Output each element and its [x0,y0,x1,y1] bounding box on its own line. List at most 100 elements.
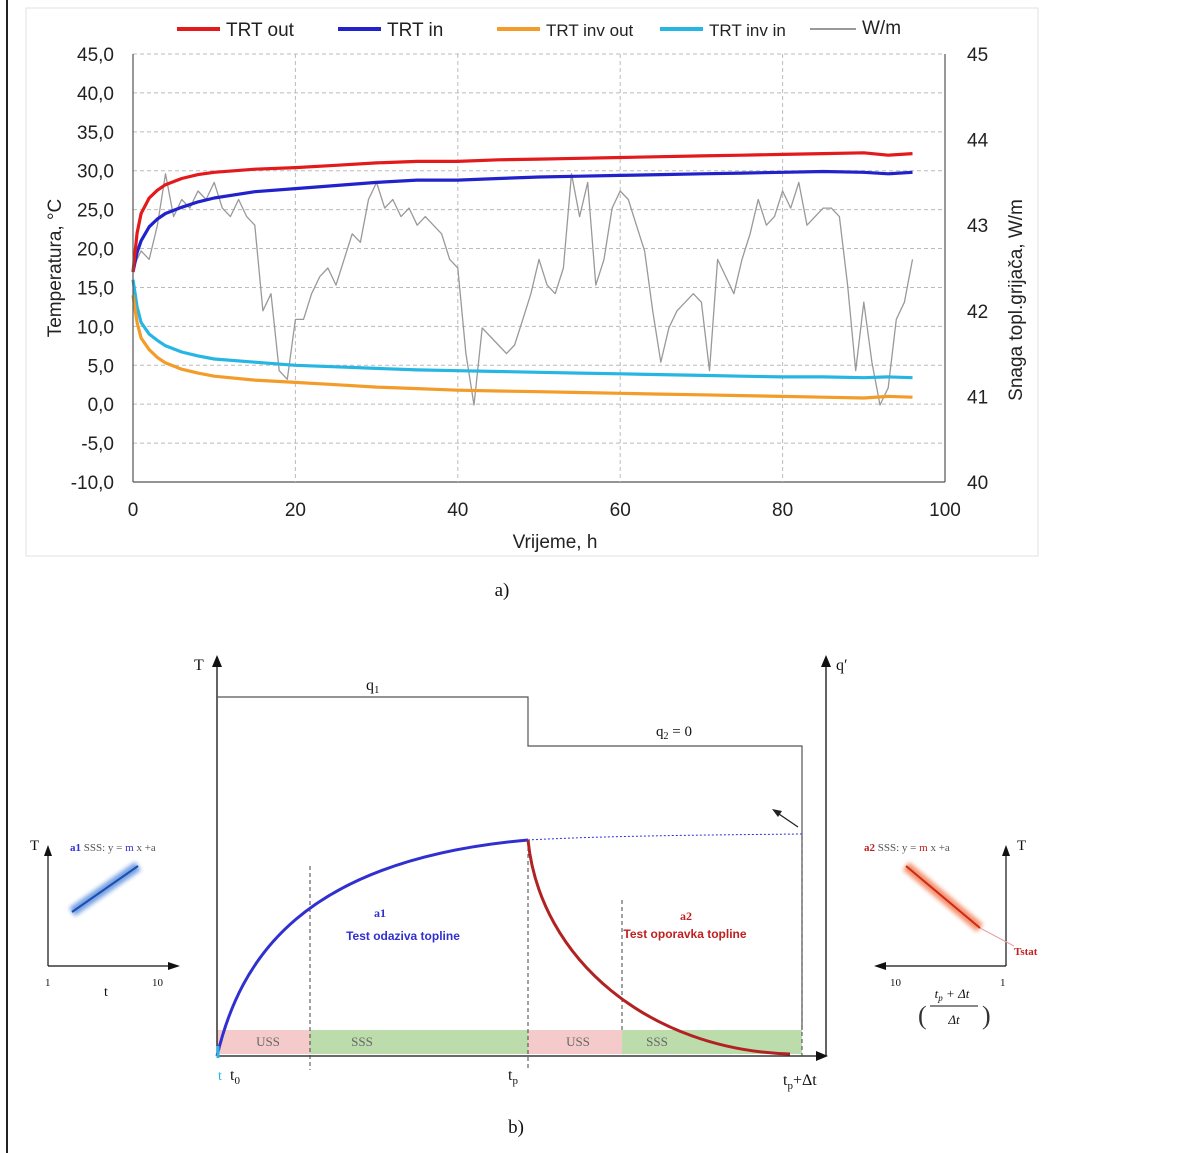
diagram-axis-T-arrow [212,655,222,667]
series-trt-in [131,169,913,273]
q2-label: q2 = 0 [656,724,692,742]
chart-axes [132,54,946,482]
inset-left-x-label: t [104,985,108,1000]
annotation-arrow [775,811,799,828]
inset-right: T a2 SSS: y = m x +a Tstat 10 1 ( ) tp +… [864,838,1038,1030]
x-tick-label: 0 [128,500,139,521]
x-tick-label: 40 [447,500,468,521]
x-axis-label: Vrijeme, h [513,532,598,553]
y2-tick-label: 44 [967,131,989,152]
series-trt-inv-out [131,294,913,400]
series-trt-inv-in [131,279,913,380]
chart-legend: TRT out TRT in TRT inv out TRT inv in W/… [177,18,901,41]
uss-label-1: USS [256,1034,280,1049]
caption-b: b) [508,1117,524,1138]
y-tick-label: 30,0 [77,162,114,183]
inset-right-x-min: 10 [890,977,902,989]
chart-a: -10,0 -5,0 0,0 5,0 10,0 15,0 20,0 25,0 30,0 35,0 4… [25,7,1039,557]
a2-description: Test oporavka topline [623,927,746,941]
series-trt-out [131,151,913,273]
y2-axis-label: Snaga topl.grijača, W/m [1006,199,1027,401]
chart-series [131,151,914,406]
tp-dt-label: tp+Δt [783,1072,817,1092]
inset-right-line [905,865,981,929]
inset-left: T a1 SSS: y = m x +a 1 10 t [30,838,180,1000]
inset-left-T-label: T [30,838,39,854]
diagram-b: USS SSS USS SSS T q′ q1 q2 = 0 a1 Test o… [194,655,848,1092]
sss-band-1 [310,1030,528,1054]
curve-heat-recovery [526,839,791,1056]
y-tick-label: 0,0 [88,395,114,416]
legend-label-trt-in: TRT in [387,20,443,41]
q1-label: q1 [366,677,380,696]
uss-label-2: USS [566,1034,590,1049]
uss-band-2 [528,1030,622,1054]
inset-left-axis-t-arrow [168,962,180,970]
heat-rate-step [217,696,803,1030]
inset-left-x-max: 10 [152,977,164,989]
x-tick-label: 100 [929,500,961,521]
x-tick-label: 60 [610,500,631,521]
chart-a-frame [25,7,1039,557]
x-tick-label: 80 [772,500,793,521]
legend-label-trt-inv-out: TRT inv out [546,21,634,40]
legend-label-power: W/m [862,18,901,39]
y2-tick-label: 41 [967,387,988,408]
y-tick-label: 35,0 [77,123,114,144]
page-border [6,0,8,1153]
a1-description: Test odaziva topline [346,929,460,943]
diagram-axis-T-label: T [194,657,204,674]
diagram-axis-time-arrow [816,1051,828,1061]
inset-left-equation: a1 SSS: y = m x +a [70,842,156,854]
y-tick-label: 25,0 [77,201,114,222]
curve-heat-response [215,838,529,1057]
inset-right-tstat: Tstat [1014,946,1038,958]
caption-a: a) [495,580,510,601]
inset-right-x-max: 1 [1000,977,1006,989]
t-start-label: t [218,1069,222,1084]
y2-tick-label: 43 [967,216,988,237]
inset-left-line [71,865,139,913]
uss-band-1 [217,1030,310,1054]
curve-extrapolation [527,833,803,841]
y-axis-label: Temperatura, °C [45,199,66,338]
y-tick-label: 40,0 [77,84,114,105]
a1-label: a1 [374,906,386,920]
sss-label-1: SSS [351,1034,373,1049]
inset-right-axis-T-arrow [1002,845,1010,856]
inset-right-axis-x-arrow [874,962,886,970]
inset-right-frac-den: Δt [947,1012,960,1027]
inset-right-paren-left: ( [918,1001,927,1030]
inset-right-frac-num: tp + Δt [935,986,970,1003]
chart-grid [133,53,945,483]
a2-label: a2 [680,909,692,923]
y-tick-label: 5,0 [88,356,114,377]
y-tick-label: 45,0 [77,45,114,66]
series-power [132,173,914,406]
inset-right-extension [979,927,1015,947]
chart-tick-labels: -10,0 -5,0 0,0 5,0 10,0 15,0 20,0 25,0 30,0 35,0 4… [71,45,989,521]
inset-right-equation: a2 SSS: y = m x +a [864,842,950,854]
y2-tick-label: 42 [967,302,988,323]
tp-label: tp [508,1067,518,1087]
t0-label: t0 [230,1067,240,1087]
y-tick-label: 20,0 [77,240,114,261]
y2-tick-label: 45 [967,45,988,66]
annotation-arrow-head [772,809,782,817]
legend-label-trt-out: TRT out [226,20,295,41]
inset-right-paren-right: ) [982,1001,991,1030]
inset-left-x-min: 1 [45,977,51,989]
y-tick-label: 15,0 [77,278,114,299]
inset-left-axis-T-arrow [44,845,52,856]
legend-label-trt-inv-in: TRT inv in [709,21,786,40]
x-tick-label: 20 [285,500,306,521]
y-tick-label: 10,0 [77,317,114,338]
diagram-axis-q-arrow [821,655,831,667]
y-tick-label: -5,0 [81,434,114,455]
y-tick-label: -10,0 [71,473,114,494]
sss-label-2: SSS [646,1034,668,1049]
inset-right-T-label: T [1017,838,1026,854]
y2-tick-label: 40 [967,473,988,494]
diagram-axis-q-label: q′ [836,657,848,674]
